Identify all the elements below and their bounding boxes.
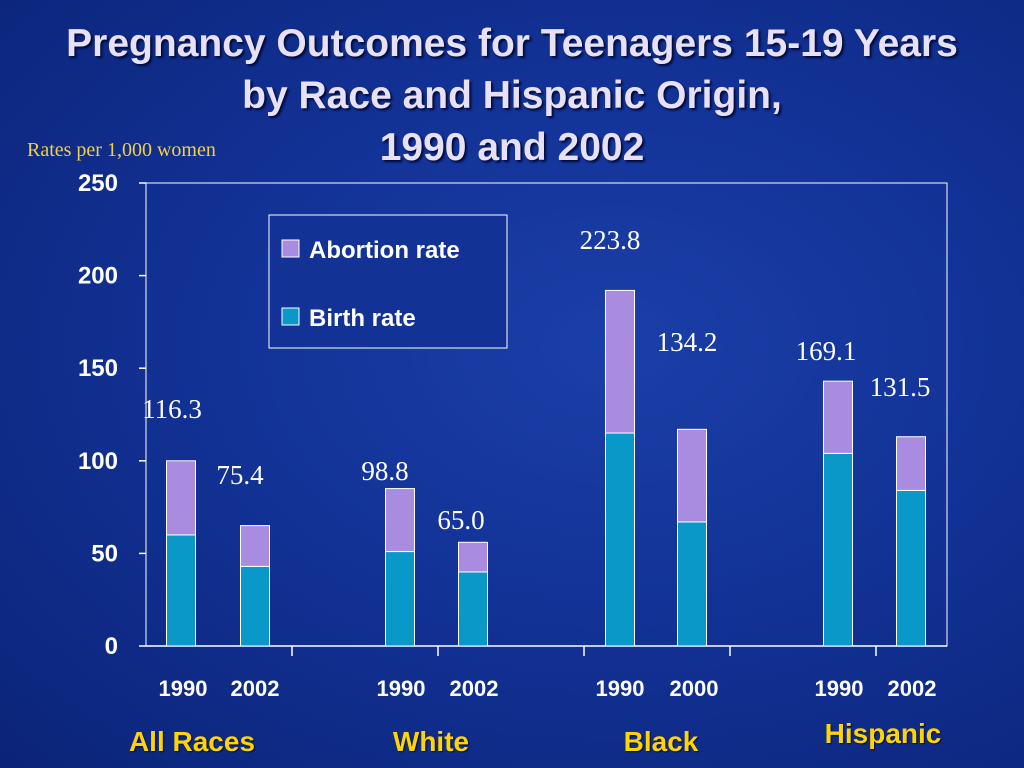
bar-abortion-rate: [823, 380, 853, 454]
x-year-label: 2002: [450, 676, 499, 701]
title-text: Pregnancy Outcomes for Teenagers 15-19 Y…: [66, 22, 958, 117]
bar-birth-rate: [823, 452, 853, 647]
bar-abortion-rate: [677, 428, 707, 523]
bar-total-label: 65.0: [437, 505, 484, 535]
bar-total-label: 131.5: [870, 372, 931, 402]
chart-subtitle: Rates per 1,000 women: [27, 139, 216, 161]
bar-abortion-rate: [385, 488, 415, 553]
bar-birth-rate: [677, 521, 707, 647]
x-year-label: 1990: [159, 676, 208, 701]
group-label-all-races: All Races: [128, 726, 256, 757]
bar-total-label: 116.3: [142, 394, 202, 424]
group-label-black: Black: [623, 726, 699, 757]
y-tick-label: 200: [78, 263, 118, 290]
legend-box: [268, 214, 508, 349]
x-year-label: 1990: [377, 676, 426, 701]
x-year-label: 1990: [596, 676, 645, 701]
bar-abortion-rate: [240, 525, 270, 567]
bar-abortion-rate: [458, 541, 488, 573]
bar-total-label: 223.8: [580, 225, 641, 255]
bar-total-label: 98.8: [361, 456, 408, 486]
legend-label-abortion: Abortion rate: [309, 237, 460, 264]
y-tick-label: 100: [78, 448, 118, 475]
bar-birth-rate: [166, 534, 196, 647]
bar-abortion-rate: [605, 289, 635, 434]
x-year-label: 2000: [670, 676, 719, 701]
bar-abortion-rate: [896, 436, 926, 491]
bar-abortion-rate: [166, 460, 196, 536]
title-years: 1990 and 2002: [379, 126, 645, 169]
legend-label-birth: Birth rate: [309, 305, 416, 332]
legend-swatch-birth: [281, 307, 300, 326]
x-year-label: 1990: [815, 676, 864, 701]
bar-total-label: 134.2: [657, 327, 718, 357]
bar-birth-rate: [385, 551, 415, 647]
bar-total-label: 169.1: [796, 336, 857, 366]
bar-birth-rate: [240, 565, 270, 647]
y-tick-label: 0: [105, 633, 118, 660]
bar-birth-rate: [458, 571, 488, 647]
bar-total-label: 75.4: [216, 460, 264, 490]
slide-title: Pregnancy Outcomes for Teenagers 15-19 Y…: [40, 18, 984, 174]
legend-swatch-abortion: [281, 239, 300, 258]
bar-birth-rate: [605, 432, 635, 647]
x-year-label: 2002: [231, 676, 280, 701]
y-tick-label: 250: [78, 170, 118, 197]
group-label-hispanic: Hispanic: [824, 718, 942, 749]
y-tick-label: 50: [91, 540, 118, 567]
bar-birth-rate: [896, 489, 926, 647]
x-year-label: 2002: [888, 676, 937, 701]
y-tick-label: 150: [78, 355, 118, 382]
group-label-white: White: [392, 726, 470, 757]
